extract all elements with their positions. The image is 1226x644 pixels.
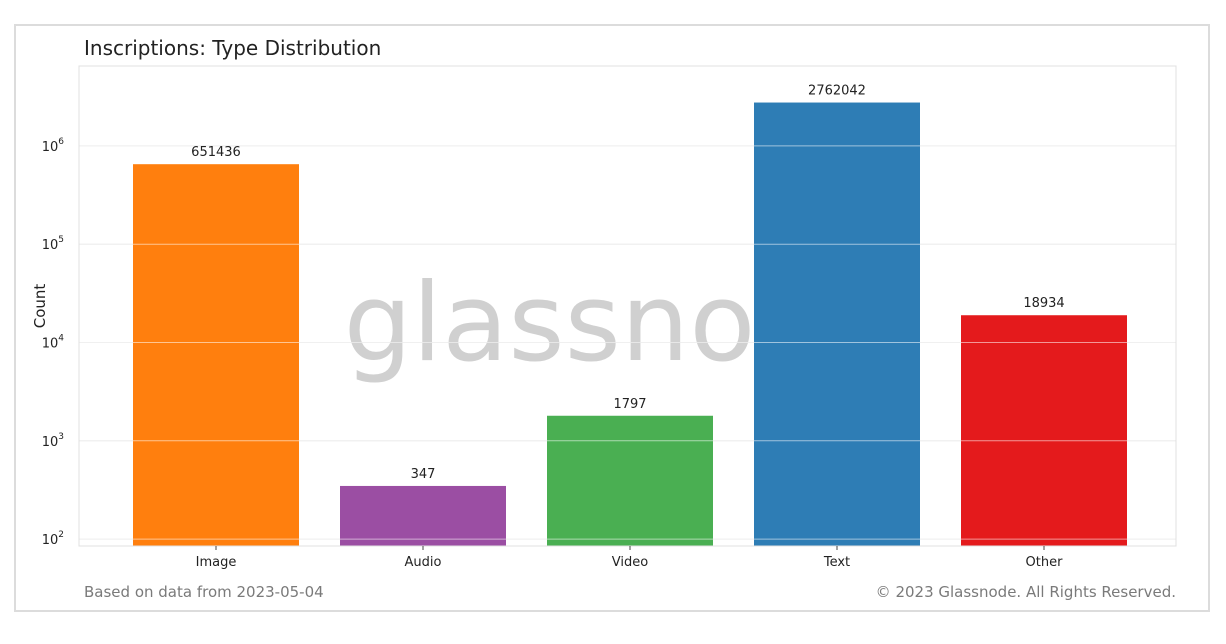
y-axis-label: Count [31,284,49,329]
x-axis: Image Audio Video Text Other [196,546,1063,570]
y-axis: 102 103 104 105 106 [42,137,65,548]
x-tick-label-other: Other [1026,555,1064,570]
y-tick-label: 104 [42,333,65,351]
x-tick-label-text: Text [823,555,850,570]
data-label-video: 1797 [613,397,646,412]
x-tick-label-video: Video [612,555,648,570]
x-tick-label-image: Image [196,555,237,570]
y-tick-label: 103 [42,432,64,450]
data-labels: 651436 347 1797 2762042 18934 [191,84,1065,482]
chart-title: Inscriptions: Type Distribution [84,36,382,60]
data-label-other: 18934 [1023,296,1064,311]
data-label-text: 2762042 [808,84,866,99]
y-tick-label: 106 [42,137,65,155]
gridlines-over [79,145,1176,540]
copyright-note: © 2023 Glassnode. All Rights Reserved. [875,583,1176,601]
bar-video [547,415,713,546]
data-label-image: 651436 [191,145,241,160]
y-tick-label: 105 [42,235,64,253]
bar-audio [340,485,506,546]
bars [133,102,1127,546]
data-source-note: Based on data from 2023-05-04 [84,583,324,601]
data-label-audio: 347 [411,467,436,482]
y-tick-label: 102 [42,530,64,548]
bar-text [754,102,920,546]
bar-other [961,315,1127,546]
plot-area-border [78,65,1177,547]
x-tick-label-audio: Audio [405,555,442,570]
bar-image [133,164,299,546]
